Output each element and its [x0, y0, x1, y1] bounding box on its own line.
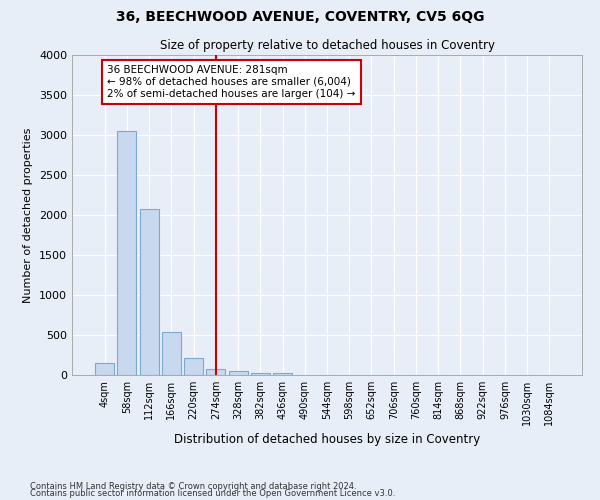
Text: Contains public sector information licensed under the Open Government Licence v3: Contains public sector information licen… — [30, 490, 395, 498]
Bar — [273, 372, 292, 375]
Bar — [229, 371, 248, 375]
Bar — [118, 131, 136, 375]
Bar — [184, 358, 203, 375]
Text: 36 BEECHWOOD AVENUE: 281sqm
← 98% of detached houses are smaller (6,004)
2% of s: 36 BEECHWOOD AVENUE: 281sqm ← 98% of det… — [107, 66, 356, 98]
Bar — [206, 368, 225, 375]
Text: Contains HM Land Registry data © Crown copyright and database right 2024.: Contains HM Land Registry data © Crown c… — [30, 482, 356, 491]
Bar — [162, 332, 181, 375]
Bar — [251, 372, 270, 375]
Bar — [95, 363, 114, 375]
Title: Size of property relative to detached houses in Coventry: Size of property relative to detached ho… — [160, 40, 494, 52]
X-axis label: Distribution of detached houses by size in Coventry: Distribution of detached houses by size … — [174, 434, 480, 446]
Bar — [140, 208, 158, 375]
Text: 36, BEECHWOOD AVENUE, COVENTRY, CV5 6QG: 36, BEECHWOOD AVENUE, COVENTRY, CV5 6QG — [116, 10, 484, 24]
Y-axis label: Number of detached properties: Number of detached properties — [23, 128, 34, 302]
